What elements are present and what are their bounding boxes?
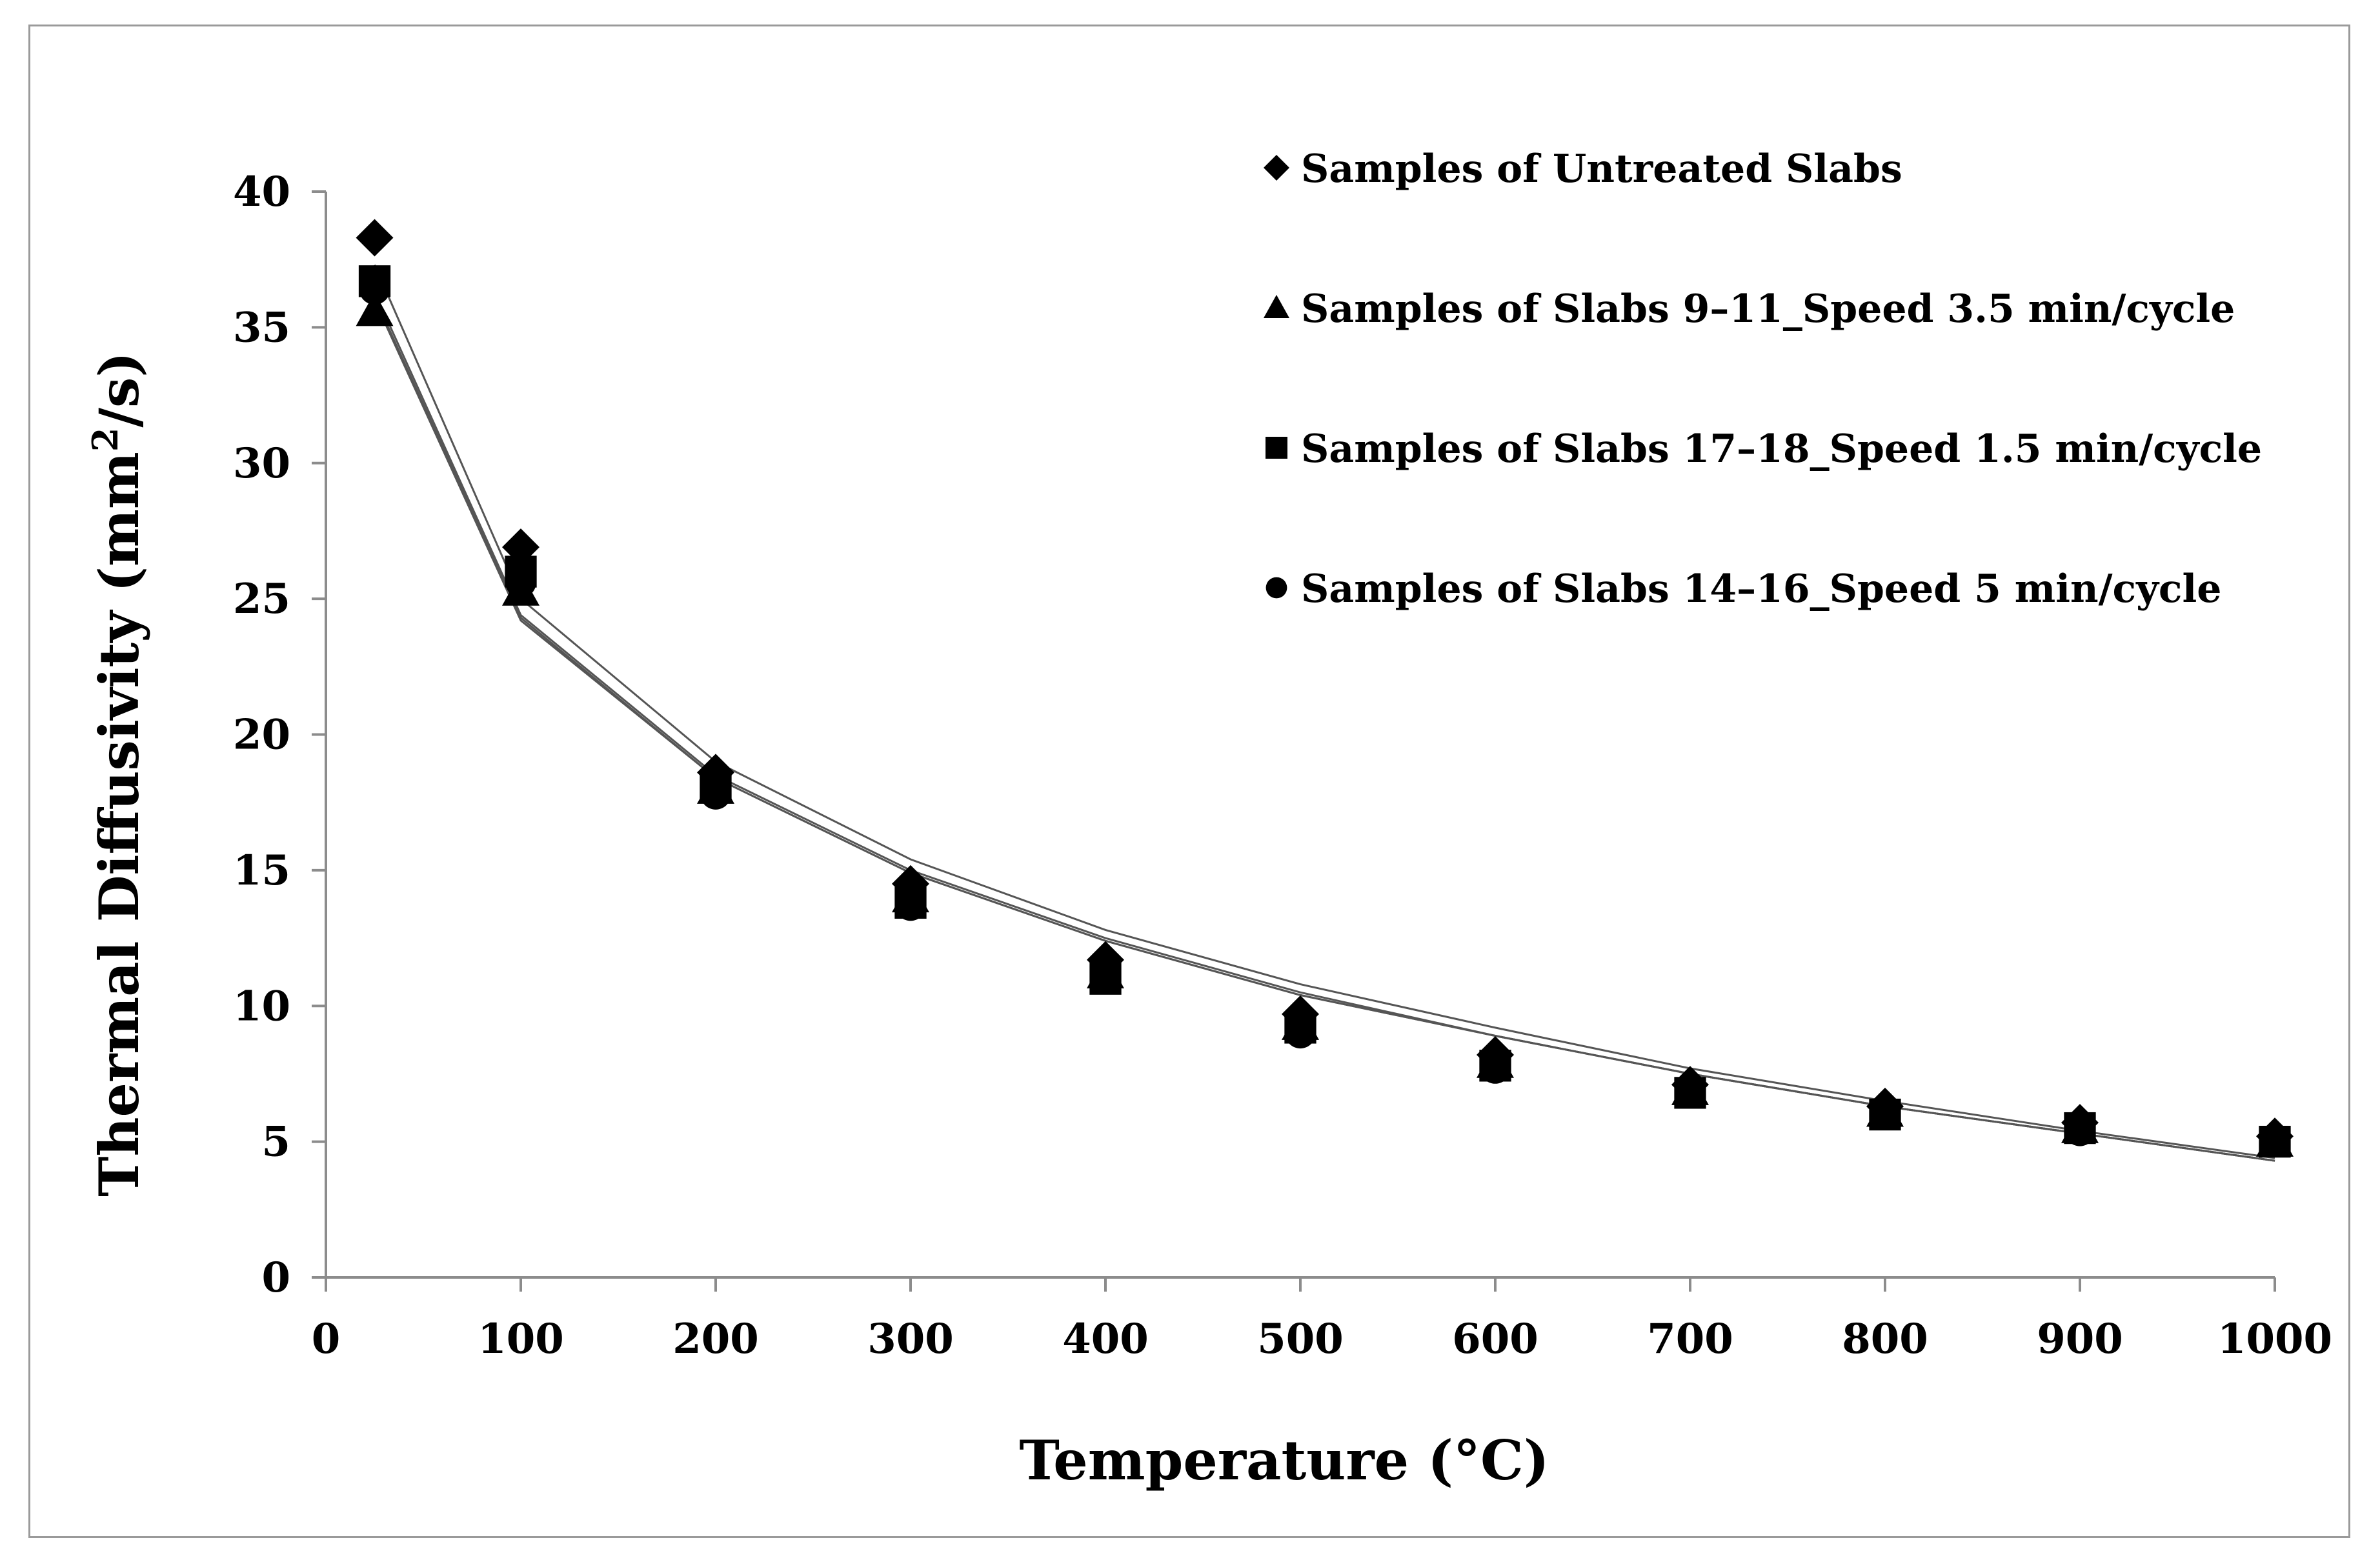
y-tick-label: 20 <box>233 711 290 759</box>
trend-lines <box>374 264 2275 1162</box>
legend-marker-slabs-17-18 <box>1266 437 1287 459</box>
y-tick-label: 40 <box>233 168 290 216</box>
y-axis-title-main: Thermal Diffusivity (mm <box>87 452 151 1197</box>
data-point-slabs-14-16 <box>1285 1017 1316 1049</box>
data-point-slabs-14-16 <box>359 274 390 305</box>
x-tick-label: 1000 <box>2217 1315 2332 1363</box>
y-tick-label: 35 <box>233 303 290 352</box>
x-tick-label: 600 <box>1452 1315 1538 1363</box>
x-axis-title: Temperature (°C) <box>1019 1428 1549 1492</box>
x-tick-label: 700 <box>1647 1315 1733 1363</box>
y-tick-label: 5 <box>261 1118 290 1166</box>
data-point-untreated <box>356 219 394 257</box>
data-point-slabs-14-16 <box>2259 1126 2290 1157</box>
y-tick-label: 15 <box>233 846 290 895</box>
data-point-slabs-14-16 <box>1090 963 1121 994</box>
x-tick-label: 400 <box>1062 1315 1149 1363</box>
x-tick-label: 500 <box>1257 1315 1344 1363</box>
legend-marker-slabs-9-11 <box>1264 295 1289 318</box>
legend-label-slabs-14-16: Samples of Slabs 14–16_Speed 5 min/cycle <box>1301 566 2221 612</box>
x-tick-label: 300 <box>867 1315 954 1363</box>
data-point-slabs-14-16 <box>1480 1053 1511 1084</box>
legend-label-slabs-17-18: Samples of Slabs 17–18_Speed 1.5 min/cyc… <box>1301 426 2262 472</box>
data-point-slabs-14-16 <box>700 779 731 810</box>
data-points <box>356 219 2294 1158</box>
x-tick-label: 200 <box>672 1315 759 1363</box>
legend-marker-slabs-14-16 <box>1266 577 1287 599</box>
legend: Samples of Untreated Slabs Samples of Sla… <box>1264 146 2262 612</box>
y-axis-title-tail: /s) <box>87 352 151 428</box>
data-point-slabs-14-16 <box>1870 1099 1901 1130</box>
legend-label-slabs-9-11: Samples of Slabs 9–11_Speed 3.5 min/cycl… <box>1301 286 2235 332</box>
data-point-slabs-14-16 <box>1675 1077 1706 1108</box>
y-axis-title-superscript: 2 <box>85 428 126 452</box>
legend-label-untreated: Samples of Untreated Slabs <box>1301 146 1902 192</box>
x-tick-label: 100 <box>478 1315 564 1363</box>
y-tick-label: 0 <box>261 1254 290 1302</box>
data-point-slabs-14-16 <box>505 567 536 598</box>
x-tick-label: 900 <box>2037 1315 2123 1363</box>
y-tick-label: 25 <box>233 575 290 623</box>
x-tick-label: 800 <box>1842 1315 1928 1363</box>
data-point-slabs-9-11 <box>356 292 394 326</box>
legend-marker-untreated <box>1264 155 1289 181</box>
chart-frame <box>28 25 2350 1538</box>
x-tick-label: 0 <box>312 1315 341 1363</box>
data-point-slabs-14-16 <box>895 890 926 921</box>
trend-line-1 <box>374 264 2275 1159</box>
trend-line-4 <box>374 297 2275 1162</box>
y-axis-title: Thermal Diffusivity (mm2/s) <box>85 352 151 1197</box>
data-point-slabs-14-16 <box>2064 1115 2095 1146</box>
y-tick-label: 30 <box>233 439 290 488</box>
trend-line-3 <box>374 292 2275 1162</box>
y-tick-label: 10 <box>233 982 290 1030</box>
